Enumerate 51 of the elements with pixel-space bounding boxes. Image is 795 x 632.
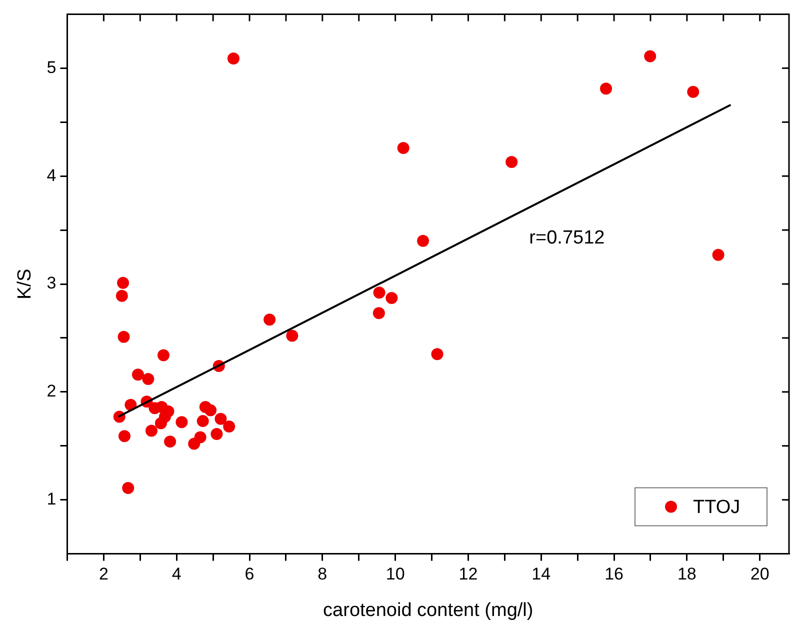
point bbox=[118, 430, 130, 442]
x-tick-label: 10 bbox=[386, 564, 405, 584]
x-tick-label: 20 bbox=[750, 564, 770, 584]
point bbox=[600, 82, 612, 95]
point bbox=[118, 330, 130, 343]
point bbox=[145, 424, 158, 437]
y-tick-label: 2 bbox=[46, 382, 56, 401]
point bbox=[117, 276, 130, 289]
x-tick-label: 6 bbox=[244, 564, 254, 584]
y-tick-label: 1 bbox=[46, 490, 56, 509]
point bbox=[286, 330, 298, 342]
point bbox=[712, 248, 724, 261]
x-tick-label: 16 bbox=[604, 564, 624, 584]
point bbox=[196, 415, 209, 428]
point bbox=[204, 404, 217, 416]
x-tick-label: 8 bbox=[318, 564, 328, 584]
point bbox=[417, 234, 430, 247]
x-tick-label: 12 bbox=[458, 564, 478, 584]
point bbox=[157, 349, 170, 362]
point bbox=[188, 438, 200, 450]
point bbox=[154, 417, 167, 430]
point bbox=[431, 348, 444, 360]
x-tick-label: 4 bbox=[172, 564, 182, 584]
legend-label: TTOJ bbox=[693, 497, 740, 518]
point bbox=[210, 428, 223, 440]
x-tick-label: 18 bbox=[677, 564, 696, 584]
y-tick-label: 5 bbox=[46, 58, 56, 77]
y-tick-label: 3 bbox=[46, 274, 56, 293]
point bbox=[687, 86, 700, 98]
point bbox=[214, 412, 227, 425]
x-tick-label: 2 bbox=[98, 564, 108, 584]
point bbox=[132, 368, 144, 381]
point bbox=[506, 156, 518, 168]
point bbox=[264, 314, 276, 326]
x-axis-title: carotenoid content (mg/l) bbox=[323, 600, 534, 621]
point bbox=[176, 416, 188, 428]
x-tick-label: 14 bbox=[532, 564, 551, 584]
point bbox=[122, 482, 134, 494]
point bbox=[397, 142, 410, 154]
point bbox=[373, 286, 386, 299]
y-axis-title: K/S bbox=[14, 268, 36, 300]
point bbox=[386, 292, 398, 304]
point bbox=[142, 372, 154, 385]
point bbox=[227, 52, 240, 64]
annotation: r=0.7512 bbox=[529, 227, 605, 248]
point bbox=[372, 307, 385, 320]
y-tick-label: 4 bbox=[46, 166, 56, 185]
point bbox=[644, 50, 656, 62]
point bbox=[116, 290, 128, 302]
point bbox=[164, 436, 176, 448]
point bbox=[223, 420, 236, 432]
